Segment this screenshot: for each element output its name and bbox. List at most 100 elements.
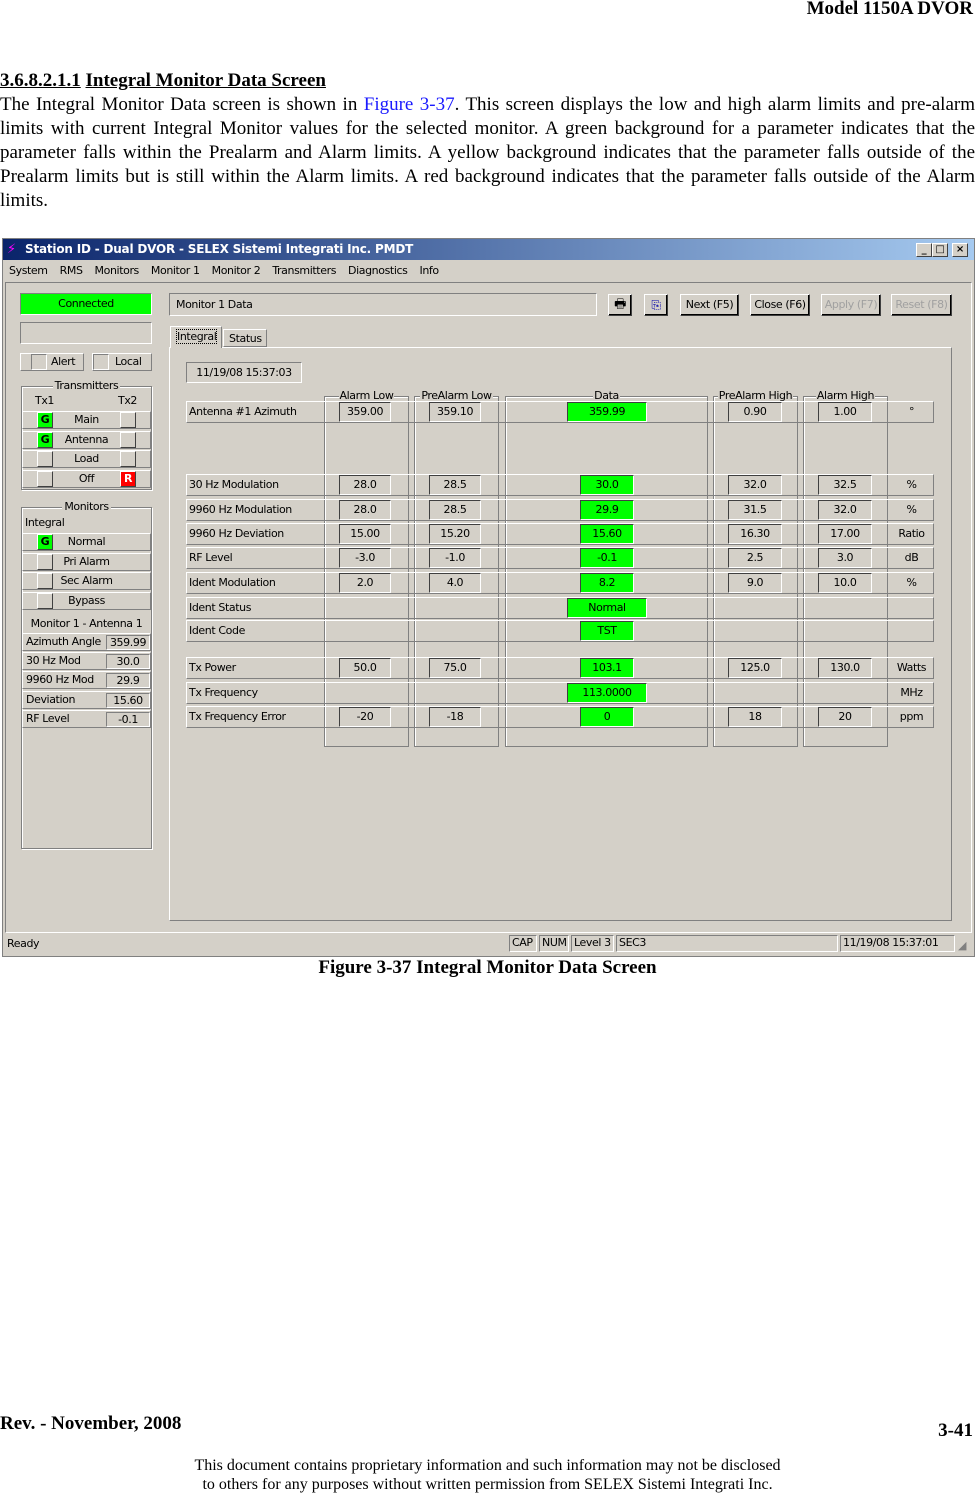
title-bar: ⚡ Station ID - Dual DVOR - SELEX Sistemi… (3, 239, 974, 260)
limit-value-prealarm-low[interactable]: 28.5 (429, 475, 481, 495)
limit-value-prealarm-high[interactable]: 32.0 (728, 475, 782, 495)
row-label: Tx Frequency Error (189, 710, 286, 723)
limit-value-alarm-low[interactable]: -3.0 (339, 548, 391, 568)
transmitter-row-label: Off (78, 471, 95, 485)
tx2-status-indicator[interactable] (120, 412, 136, 428)
menu-diagnostics[interactable]: Diagnostics (348, 264, 408, 277)
copy-button[interactable]: ⎘ (644, 294, 668, 316)
monitor-value: 359.99 (106, 635, 150, 650)
limit-value-prealarm-high[interactable]: 125.0 (728, 658, 782, 678)
limit-value-alarm-low[interactable]: 28.0 (339, 475, 391, 495)
tx2-status-indicator[interactable] (120, 451, 136, 467)
monitor-value: 30.0 (106, 654, 150, 670)
limit-value-prealarm-high[interactable]: 0.90 (728, 402, 782, 422)
figure-link[interactable]: Figure 3-37 (363, 94, 455, 115)
limit-value-prealarm-low[interactable]: -18 (429, 707, 481, 727)
limit-value-prealarm-high[interactable]: 18 (728, 707, 782, 727)
tab-status[interactable]: Status (223, 329, 267, 347)
limit-value-prealarm-low[interactable]: 4.0 (429, 573, 481, 593)
menu-monitors[interactable]: Monitors (94, 264, 140, 277)
column-group-alarm-low: Alarm Low (324, 389, 409, 747)
tx2-status-indicator[interactable]: R (120, 470, 136, 487)
sec-indicator: SEC3 (616, 935, 838, 952)
menu-system[interactable]: System (9, 264, 48, 277)
reset-button[interactable]: Reset (F8) (891, 294, 952, 316)
column-group-alarm-high: Alarm High (803, 389, 888, 747)
row-label: Ident Status (189, 601, 252, 614)
column-group-prealarm-low: PreAlarm Low (414, 389, 499, 747)
menu-info[interactable]: Info (419, 264, 439, 277)
tab-integral[interactable]: Integral (170, 326, 222, 348)
maximize-button[interactable]: □ (932, 243, 948, 257)
column-group-prealarm-high: PreAlarm High (713, 389, 798, 747)
tx1-status-indicator[interactable]: G (37, 412, 53, 428)
limit-value-alarm-low[interactable]: 2.0 (339, 573, 391, 593)
monitor-antenna-label: Monitor 1 - Antenna 1 (30, 617, 143, 630)
limit-value-alarm-low[interactable]: -20 (339, 707, 391, 727)
menu-transmitters[interactable]: Transmitters (272, 264, 337, 277)
column-header: Alarm High (815, 389, 876, 402)
limit-value-alarm-high[interactable]: 17.00 (818, 524, 872, 544)
menu-rms[interactable]: RMS (59, 264, 83, 277)
limit-value-alarm-low[interactable]: 359.00 (339, 402, 391, 422)
row-label: Ident Code (189, 624, 245, 637)
limit-value-prealarm-low[interactable]: 359.10 (429, 402, 481, 422)
transmitter-row-label: Load (74, 452, 99, 465)
limit-value-alarm-low[interactable]: 28.0 (339, 500, 391, 520)
printer-icon: 🖶 (614, 297, 626, 312)
column-header: PreAlarm High (717, 389, 794, 402)
menu-monitor-2[interactable]: Monitor 2 (211, 264, 261, 277)
tx1-status-indicator[interactable] (37, 470, 53, 487)
transmitter-row: Antenna G (22, 430, 151, 449)
tx2-label: Tx2 (118, 394, 138, 407)
resize-grip-icon[interactable]: ◢ (958, 939, 967, 952)
monitor-value: 15.60 (106, 692, 150, 708)
limit-value-alarm-high[interactable]: 20 (818, 707, 872, 727)
limit-value-prealarm-low[interactable]: 15.20 (429, 524, 481, 544)
disclaimer-line: This document contains proprietary infor… (194, 1457, 781, 1474)
page-number: 3-41 (938, 1420, 973, 1441)
limit-value-prealarm-high[interactable]: 9.0 (728, 573, 782, 593)
row-label: Tx Frequency (189, 686, 258, 699)
close-button[interactable]: Close (F6) (750, 294, 810, 316)
limit-value-alarm-high[interactable]: 3.0 (818, 548, 872, 568)
close-window-button[interactable]: × (952, 243, 968, 257)
limit-value-alarm-high[interactable]: 32.5 (818, 475, 872, 495)
tx1-status-indicator[interactable]: G (37, 431, 53, 448)
limit-value-prealarm-high[interactable]: 16.30 (728, 524, 782, 544)
unit-label: % (906, 478, 917, 491)
para-text: The Integral Monitor Data screen is show… (0, 94, 364, 115)
limit-value-prealarm-high[interactable]: 31.5 (728, 500, 782, 520)
tx2-status-indicator[interactable] (120, 431, 136, 448)
limit-value-prealarm-low[interactable]: 28.5 (429, 500, 481, 520)
minimize-button[interactable]: _ (916, 243, 932, 257)
tx1-status-indicator[interactable] (37, 451, 53, 467)
limit-value-alarm-low[interactable]: 15.00 (339, 524, 391, 544)
row-label: RF Level (189, 551, 233, 564)
print-button[interactable]: 🖶 (608, 294, 632, 316)
disclaimer: This document contains proprietary infor… (0, 1456, 975, 1494)
limit-value-prealarm-low[interactable]: 75.0 (429, 658, 481, 678)
tab-panel (169, 347, 952, 921)
unit-label: ppm (899, 710, 924, 723)
data-value: 8.2 (580, 573, 634, 593)
alert-indicator: Alert (20, 353, 84, 371)
disclaimer-line: to others for any purposes without writt… (202, 1476, 773, 1493)
body-paragraph: The Integral Monitor Data screen is show… (0, 93, 975, 213)
limit-value-prealarm-low[interactable]: -1.0 (429, 548, 481, 568)
next-button[interactable]: Next (F5) (680, 294, 739, 316)
monitor-value-label: RF Level (26, 711, 70, 725)
unit-label: % (906, 503, 917, 516)
limit-value-prealarm-high[interactable]: 2.5 (728, 548, 782, 568)
limit-value-alarm-high[interactable]: 10.0 (818, 573, 872, 593)
menu-monitor-1[interactable]: Monitor 1 (150, 264, 200, 277)
limit-value-alarm-high[interactable]: 130.0 (818, 658, 872, 678)
monitor-row: Normal G (22, 533, 151, 551)
local-indicator: Local (92, 353, 152, 371)
limit-value-alarm-low[interactable]: 50.0 (339, 658, 391, 678)
limit-value-alarm-high[interactable]: 1.00 (818, 402, 872, 422)
limit-value-alarm-high[interactable]: 32.0 (818, 500, 872, 520)
apply-button[interactable]: Apply (F7) (821, 294, 881, 316)
app-icon: ⚡ (7, 242, 16, 257)
table-row (186, 706, 934, 728)
